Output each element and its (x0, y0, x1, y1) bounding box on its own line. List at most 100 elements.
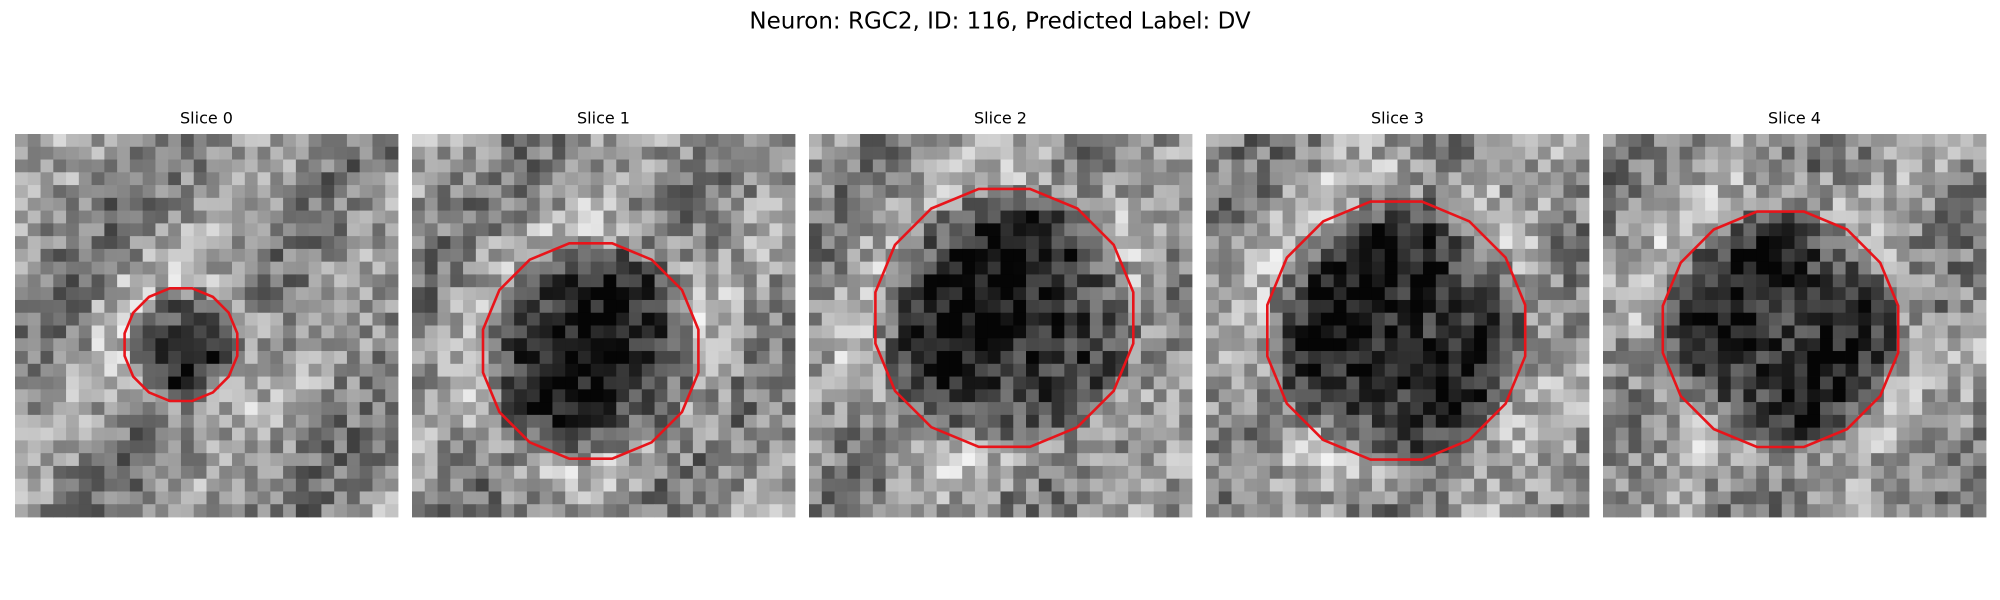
pixel (1026, 491, 1040, 505)
pixel (1768, 453, 1783, 467)
pixel (1756, 210, 1770, 224)
pixel (1231, 236, 1245, 250)
pixel (834, 146, 848, 160)
pixel (834, 338, 848, 352)
pixel (1654, 312, 1668, 326)
pixel (1128, 478, 1142, 492)
pixel (193, 134, 207, 148)
pixel (206, 504, 220, 518)
pixel (1295, 197, 1309, 211)
pixel (1666, 478, 1680, 492)
pixel (756, 312, 770, 326)
pixel (501, 159, 515, 173)
pixel (1013, 248, 1027, 263)
pixel (769, 287, 783, 301)
pixel (1038, 351, 1052, 365)
pixel (1525, 338, 1539, 352)
pixel (1512, 325, 1526, 339)
pixel (1845, 453, 1859, 467)
pixel (667, 465, 681, 480)
pixel (1871, 504, 1885, 518)
pixel (1947, 159, 1961, 173)
pixel (1231, 287, 1245, 301)
pixel (1038, 504, 1052, 518)
pixel (1026, 325, 1040, 339)
pixel (1179, 223, 1193, 237)
pixel (923, 146, 938, 160)
pixel (117, 210, 131, 224)
pixel (1397, 274, 1411, 288)
pixel (847, 248, 861, 263)
pixel (821, 363, 835, 377)
pixel (321, 287, 335, 301)
pixel (949, 453, 963, 467)
pixel (1257, 159, 1271, 173)
pixel (1768, 223, 1783, 237)
pixel (552, 274, 566, 288)
pixel (1512, 453, 1526, 467)
pixel (756, 478, 770, 492)
pixel (1115, 287, 1129, 301)
pixel (1896, 363, 1910, 377)
pixel (1832, 146, 1846, 160)
pixel (590, 478, 604, 492)
pixel (539, 504, 553, 518)
pixel (1641, 197, 1655, 211)
pixel (437, 376, 451, 390)
pixel (1615, 159, 1629, 173)
pixel (219, 351, 233, 365)
pixel (1768, 402, 1783, 416)
pixel (1257, 172, 1271, 186)
pixel (885, 427, 899, 441)
pixel (372, 185, 386, 199)
pixel (949, 440, 963, 454)
pixel (577, 248, 592, 263)
pixel (1115, 172, 1129, 186)
pixel (565, 134, 579, 148)
pixel (193, 159, 207, 173)
pixel (680, 491, 694, 505)
pixel (1896, 236, 1910, 250)
pixel (53, 287, 67, 301)
pixel (168, 274, 182, 288)
pixel (1499, 223, 1513, 237)
pixel (590, 274, 604, 288)
pixel (885, 325, 899, 339)
pixel (949, 210, 963, 224)
pixel (718, 223, 732, 237)
pixel (821, 274, 835, 288)
pixel (424, 414, 438, 429)
pixel (936, 440, 950, 454)
pixel (705, 159, 719, 173)
pixel (667, 146, 681, 160)
pixel (346, 491, 361, 505)
pixel (1512, 210, 1526, 224)
pixel (424, 210, 438, 224)
pixel (1537, 440, 1552, 454)
pixel (142, 338, 156, 352)
pixel (206, 440, 220, 454)
pixel (1448, 274, 1462, 288)
pixel (1871, 146, 1885, 160)
pixel (1206, 376, 1220, 390)
pixel (437, 299, 451, 314)
pixel (1896, 210, 1910, 224)
pixel (346, 159, 361, 173)
pixel (680, 504, 694, 518)
contour (874, 187, 1135, 449)
pixel (1883, 299, 1898, 314)
pixel (1064, 172, 1078, 186)
pixel (1794, 338, 1808, 352)
pixel (1461, 414, 1475, 429)
pixel (821, 312, 835, 326)
pixel (450, 134, 464, 148)
pixel (372, 465, 386, 480)
pixel (949, 478, 963, 492)
pixel (526, 491, 541, 505)
pixel (244, 236, 258, 250)
pixel (1371, 159, 1386, 173)
pixel (206, 159, 220, 173)
pixel (1038, 376, 1052, 390)
pixel (142, 197, 156, 211)
pixel (1705, 351, 1719, 365)
